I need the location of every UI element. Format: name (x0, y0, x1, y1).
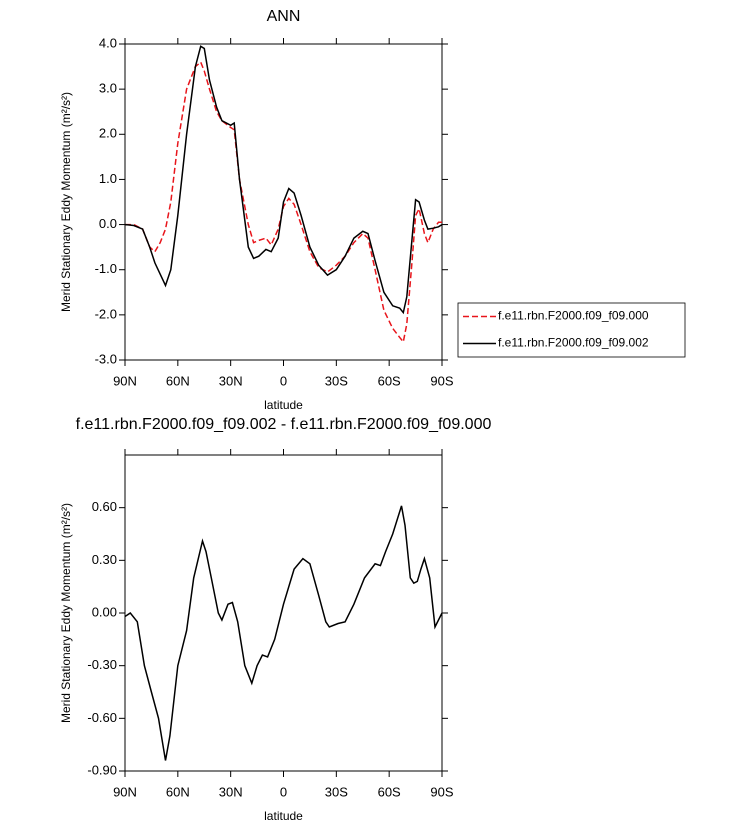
plot-frame (124, 43, 443, 361)
x-tick-label: 0 (280, 784, 287, 799)
y-axis-label: Merid Stationary Eddy Momentum (m²/s²) (59, 92, 73, 312)
x-tick-label: 60S (378, 373, 401, 388)
x-tick-label: 90S (430, 784, 453, 799)
y-tick-label: 0.60 (92, 499, 117, 514)
y-tick-label: 1.0 (99, 171, 117, 186)
y-axis-label: Merid Stationary Eddy Momentum (m²/s²) (59, 503, 73, 723)
y-tick-label: 3.0 (99, 81, 117, 96)
data-line (124, 45, 443, 315)
x-tick-label: 90S (430, 373, 453, 388)
y-tick-label: 0.00 (92, 604, 117, 619)
x-tick-label: 30N (219, 373, 243, 388)
y-tick-label: 0.0 (99, 216, 117, 231)
y-tick-label: -0.60 (87, 710, 117, 725)
y-tick-label: -0.30 (87, 657, 117, 672)
x-tick-label: 60N (166, 373, 190, 388)
x-tick-label: 90N (113, 373, 137, 388)
chart-title: f.e11.rbn.F2000.f09_f09.002 - f.e11.rbn.… (76, 416, 492, 433)
y-tick-label: 4.0 (99, 35, 117, 50)
x-axis-label: latitude (264, 809, 303, 823)
y-tick-label: -2.0 (95, 306, 117, 321)
y-tick-label: -3.0 (95, 351, 117, 366)
x-tick-label: 60N (166, 784, 190, 799)
plot-frame (124, 454, 443, 772)
data-line (124, 505, 443, 761)
y-tick-label: 2.0 (99, 126, 117, 141)
x-tick-label: 60S (378, 784, 401, 799)
x-tick-label: 30S (325, 373, 348, 388)
x-tick-label: 90N (113, 784, 137, 799)
legend-label: f.e11.rbn.F2000.f09_f09.002 (498, 336, 649, 350)
x-tick-label: 0 (280, 373, 287, 388)
y-tick-label: 0.30 (92, 552, 117, 567)
y-tick-label: -0.90 (87, 762, 117, 777)
x-axis-label: latitude (264, 398, 303, 412)
chart-title: ANN (267, 8, 301, 25)
legend-box (457, 302, 686, 358)
x-tick-label: 30S (325, 784, 348, 799)
legend-label: f.e11.rbn.F2000.f09_f09.000 (498, 309, 649, 323)
x-tick-label: 30N (219, 784, 243, 799)
y-tick-label: -1.0 (95, 261, 117, 276)
